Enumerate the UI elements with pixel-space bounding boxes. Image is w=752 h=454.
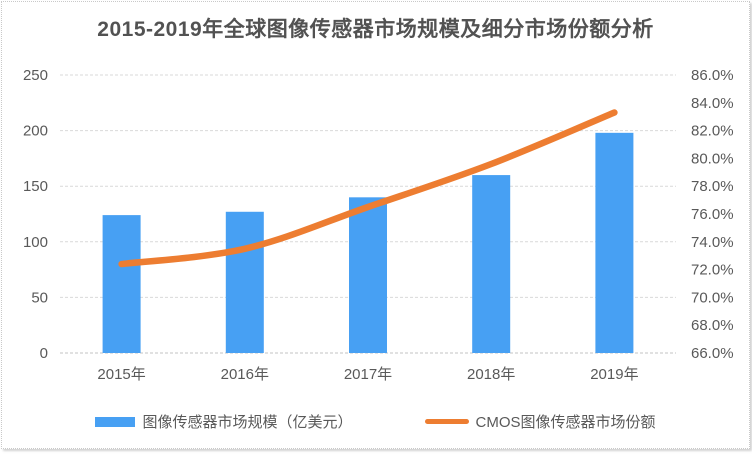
right-axis-tick-label: 80.0% — [691, 150, 734, 167]
right-axis-tick-label: 82.0% — [691, 123, 734, 140]
right-axis-tick-label: 78.0% — [691, 178, 734, 195]
legend-bar-swatch — [95, 416, 136, 427]
right-axis-tick-label: 76.0% — [691, 206, 734, 223]
right-axis-tick-label: 84.0% — [691, 95, 734, 112]
legend-item-bar-series: 图像传感器市场规模（亿美元） — [95, 411, 353, 432]
right-axis-tick-label: 68.0% — [691, 317, 734, 334]
left-axis-tick-label: 100 — [23, 234, 48, 251]
right-axis-tick-label: 74.0% — [691, 234, 734, 251]
bar-2018年 — [472, 175, 511, 353]
left-axis-tick-label: 50 — [31, 289, 48, 306]
left-axis-tick-label: 0 — [40, 345, 48, 362]
chart-title: 2015-2019年全球图像传感器市场规模及细分市场份额分析 — [97, 18, 654, 41]
right-axis-tick-label: 66.0% — [691, 345, 734, 362]
right-axis-tick-label: 70.0% — [691, 289, 734, 306]
legend-line-label: CMOS图像传感器市场份额 — [475, 414, 656, 431]
legend-line-swatch — [424, 419, 469, 424]
x-axis-tick-label: 2018年 — [467, 366, 515, 383]
bar-2017年 — [349, 197, 387, 353]
x-axis-tick-label: 2017年 — [344, 366, 392, 383]
bar-2019年 — [595, 132, 634, 353]
x-axis-tick-label: 2015年 — [97, 366, 145, 383]
right-axis-tick-label: 72.0% — [691, 262, 734, 279]
left-axis-tick-label: 150 — [23, 178, 48, 195]
left-axis-tick-label: 250 — [23, 67, 48, 84]
bar-2016年 — [225, 211, 264, 353]
legend-item-line-series: CMOS图像传感器市场份额 — [424, 411, 656, 432]
left-axis-tick-label: 200 — [23, 123, 48, 140]
legend: 图像传感器市场规模（亿美元） CMOS图像传感器市场份额 — [2, 411, 749, 432]
x-axis-tick-label: 2019年 — [590, 366, 638, 383]
legend-bar-label: 图像传感器市场规模（亿美元） — [142, 414, 353, 431]
x-axis-tick-label: 2016年 — [221, 366, 269, 383]
cmos-share-line — [118, 109, 618, 268]
right-axis-tick-label: 86.0% — [691, 67, 734, 84]
bar-2015年 — [102, 215, 141, 353]
